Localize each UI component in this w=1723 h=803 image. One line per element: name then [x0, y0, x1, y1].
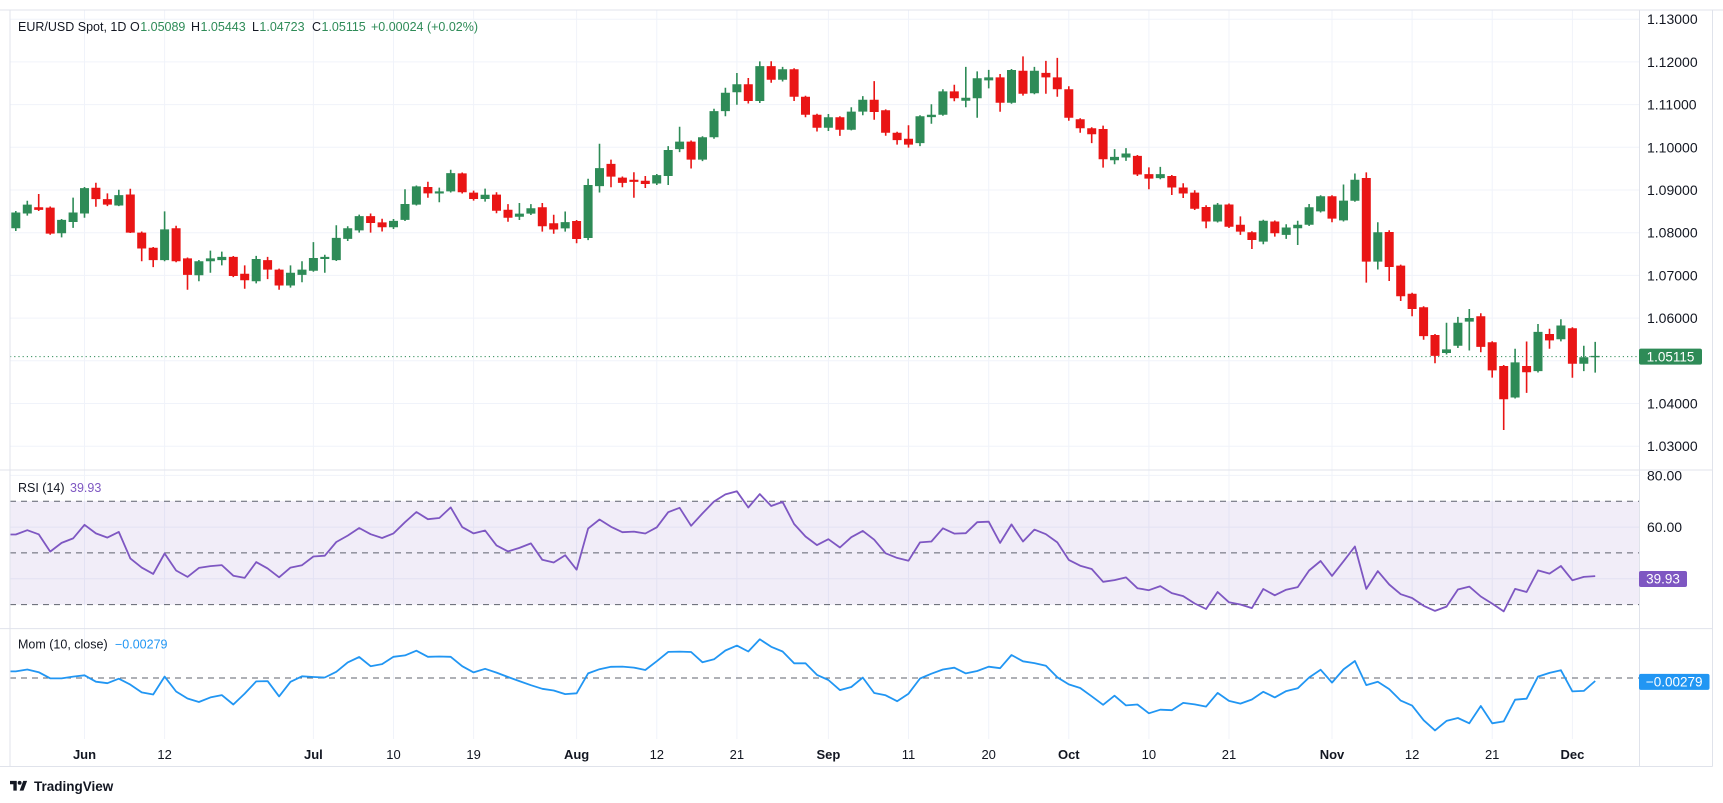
svg-text:60.00: 60.00 [1647, 519, 1682, 535]
svg-text:21: 21 [730, 747, 744, 762]
svg-text:TradingView: TradingView [34, 779, 114, 794]
svg-text:1.09000: 1.09000 [1647, 182, 1698, 198]
svg-text:L: L [252, 20, 259, 34]
svg-text:21: 21 [1485, 747, 1499, 762]
svg-text:80.00: 80.00 [1647, 467, 1682, 483]
svg-text:1.10000: 1.10000 [1647, 139, 1698, 155]
svg-text:12: 12 [1405, 747, 1419, 762]
svg-text:Mom (10, close): Mom (10, close) [18, 638, 108, 652]
svg-text:10: 10 [386, 747, 400, 762]
svg-text:H: H [191, 20, 200, 34]
svg-text:1.07000: 1.07000 [1647, 267, 1698, 283]
svg-text:1.13000: 1.13000 [1647, 11, 1698, 27]
svg-text:1.05115: 1.05115 [1647, 349, 1695, 364]
svg-text:21: 21 [1222, 747, 1236, 762]
svg-text:10: 10 [1142, 747, 1156, 762]
svg-text:−0.00279: −0.00279 [115, 638, 168, 652]
svg-text:1.08000: 1.08000 [1647, 225, 1698, 241]
svg-text:1.05443: 1.05443 [201, 20, 246, 34]
svg-text:1.06000: 1.06000 [1647, 310, 1698, 326]
svg-text:Jun: Jun [73, 747, 96, 762]
svg-text:11: 11 [902, 747, 916, 762]
svg-text:12: 12 [650, 747, 664, 762]
svg-text:1.03000: 1.03000 [1647, 438, 1698, 454]
svg-text:O: O [130, 20, 140, 34]
svg-text:RSI (14): RSI (14) [18, 481, 65, 495]
svg-text:Sep: Sep [816, 747, 840, 762]
svg-text:C: C [312, 20, 321, 34]
svg-text:−0.00279: −0.00279 [1646, 675, 1703, 690]
svg-text:1.05115: 1.05115 [322, 20, 366, 34]
svg-text:1.11000: 1.11000 [1647, 97, 1697, 113]
svg-text:EUR/USD Spot, 1D: EUR/USD Spot, 1D [18, 20, 126, 34]
svg-text:Jul: Jul [304, 747, 323, 762]
svg-text:1.04723: 1.04723 [259, 20, 304, 34]
svg-text:Dec: Dec [1560, 747, 1584, 762]
svg-text:Aug: Aug [564, 747, 589, 762]
svg-text:39.93: 39.93 [1646, 572, 1680, 587]
svg-text:19: 19 [466, 747, 480, 762]
svg-text:1.12000: 1.12000 [1647, 54, 1698, 70]
svg-text:Nov: Nov [1320, 747, 1345, 762]
svg-text:1.05089: 1.05089 [140, 20, 185, 34]
svg-text:20: 20 [981, 747, 995, 762]
svg-text:39.93: 39.93 [70, 481, 101, 495]
svg-text:Oct: Oct [1058, 747, 1080, 762]
svg-text:12: 12 [157, 747, 171, 762]
svg-text:1.04000: 1.04000 [1647, 396, 1698, 412]
svg-text:+0.00024 (+0.02%): +0.00024 (+0.02%) [371, 20, 478, 34]
